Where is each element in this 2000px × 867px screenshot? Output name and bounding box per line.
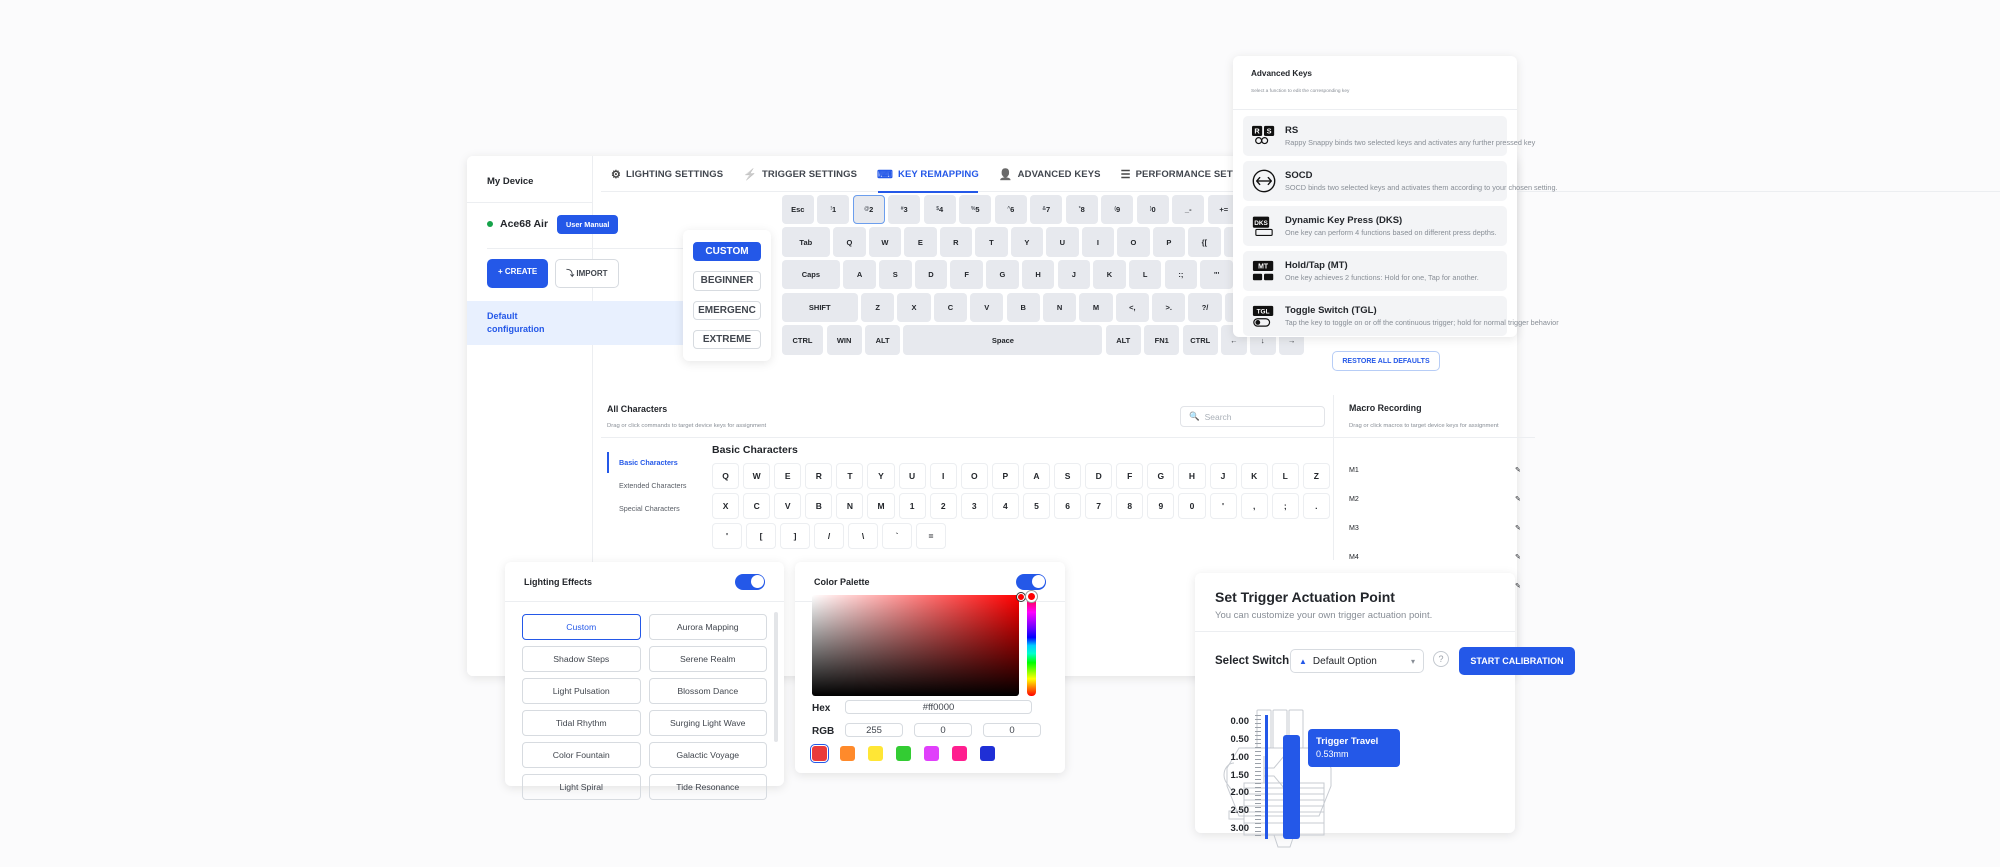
svg-text:TGL: TGL [1257,309,1270,316]
svg-text:S: S [1267,127,1272,136]
svg-text:R: R [1254,127,1260,136]
svg-text:DKS: DKS [1254,220,1268,227]
svg-text:MT: MT [1258,264,1269,271]
